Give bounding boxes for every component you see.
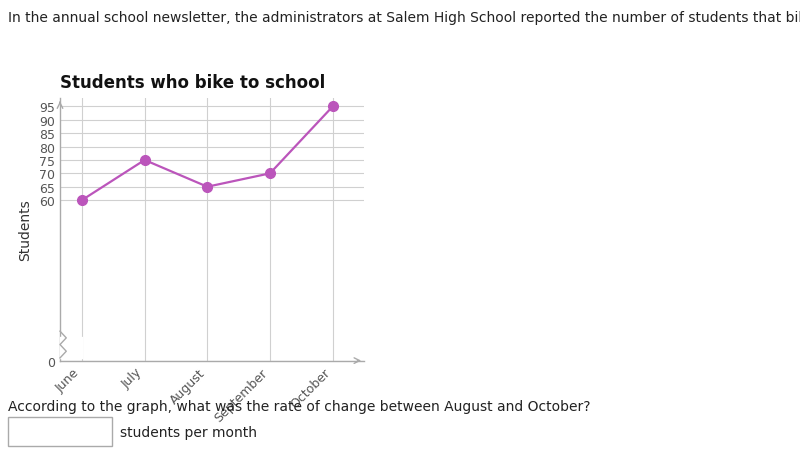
Text: students per month: students per month (120, 425, 257, 439)
Text: According to the graph, what was the rate of change between August and October?: According to the graph, what was the rat… (8, 399, 590, 413)
Text: Students who bike to school: Students who bike to school (60, 74, 326, 92)
Text: In the annual school newsletter, the administrators at Salem High School reporte: In the annual school newsletter, the adm… (8, 11, 800, 25)
Y-axis label: Students: Students (18, 199, 32, 261)
